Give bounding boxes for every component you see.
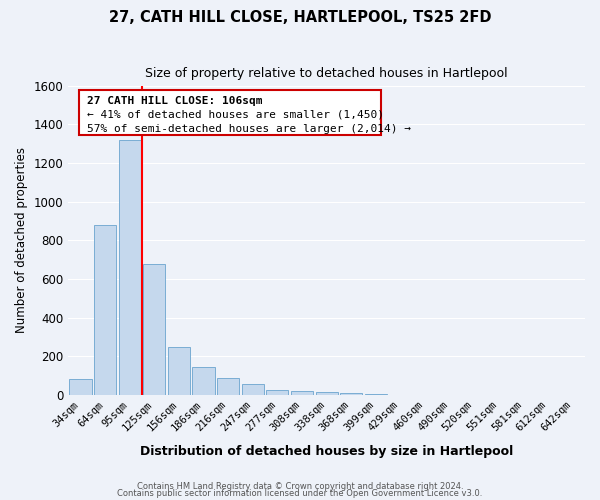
Y-axis label: Number of detached properties: Number of detached properties xyxy=(15,148,28,334)
X-axis label: Distribution of detached houses by size in Hartlepool: Distribution of detached houses by size … xyxy=(140,444,513,458)
Bar xyxy=(143,264,166,395)
Bar xyxy=(217,378,239,395)
Bar xyxy=(266,390,289,395)
Bar xyxy=(291,391,313,395)
FancyBboxPatch shape xyxy=(79,90,381,136)
Bar xyxy=(94,225,116,395)
Bar xyxy=(340,393,362,395)
Bar xyxy=(316,392,338,395)
Bar xyxy=(365,394,387,395)
Text: 27, CATH HILL CLOSE, HARTLEPOOL, TS25 2FD: 27, CATH HILL CLOSE, HARTLEPOOL, TS25 2F… xyxy=(109,10,491,25)
Text: 57% of semi-detached houses are larger (2,014) →: 57% of semi-detached houses are larger (… xyxy=(87,124,411,134)
Bar xyxy=(242,384,264,395)
Text: ← 41% of detached houses are smaller (1,450): ← 41% of detached houses are smaller (1,… xyxy=(87,110,384,120)
Text: 27 CATH HILL CLOSE: 106sqm: 27 CATH HILL CLOSE: 106sqm xyxy=(87,96,263,106)
Title: Size of property relative to detached houses in Hartlepool: Size of property relative to detached ho… xyxy=(145,68,508,80)
Bar xyxy=(70,378,92,395)
Bar xyxy=(193,367,215,395)
Text: Contains public sector information licensed under the Open Government Licence v3: Contains public sector information licen… xyxy=(118,490,482,498)
Text: Contains HM Land Registry data © Crown copyright and database right 2024.: Contains HM Land Registry data © Crown c… xyxy=(137,482,463,491)
Bar xyxy=(119,140,141,395)
Bar xyxy=(168,346,190,395)
